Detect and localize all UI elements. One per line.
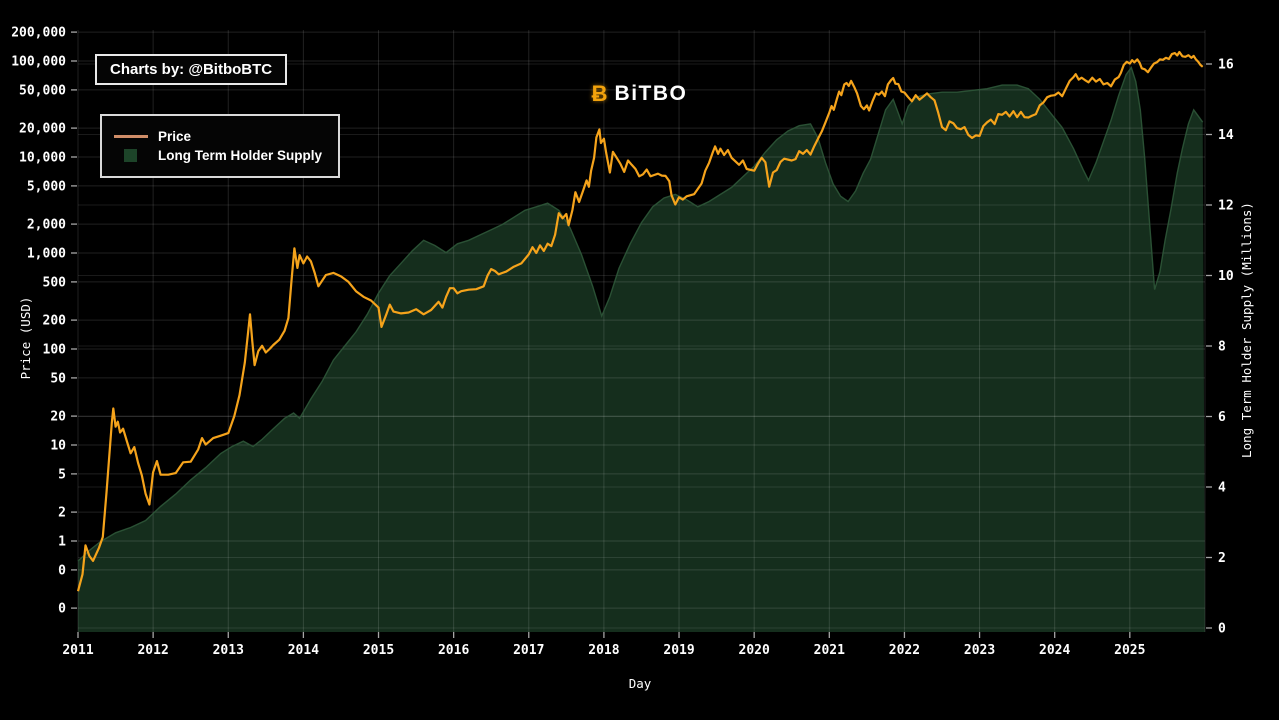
left-tick-label: 200,000 — [11, 26, 66, 41]
left-tick-label: 20 — [50, 410, 66, 425]
x-tick-label: 2025 — [1114, 643, 1145, 658]
left-tick-label: 10,000 — [19, 151, 66, 166]
credit-text: Charts by: @BitboBTC — [110, 61, 273, 78]
x-tick-label: 2023 — [964, 643, 995, 658]
left-tick-label: 100,000 — [11, 55, 66, 70]
right-tick-label: 0 — [1218, 622, 1226, 637]
left-tick-label: 5 — [58, 467, 66, 482]
left-tick-label: 10 — [50, 439, 66, 454]
right-tick-label: 4 — [1218, 481, 1226, 496]
x-tick-label: 2018 — [588, 643, 619, 658]
legend-item-lth-supply[interactable]: Long Term Holder Supply — [114, 148, 326, 163]
left-tick-label: 2,000 — [27, 218, 66, 233]
lth-area-edge-line — [77, 65, 1204, 562]
x-tick-label: 2015 — [363, 643, 394, 658]
x-tick-label: 2016 — [438, 643, 469, 658]
x-tick-label: 2020 — [739, 643, 770, 658]
x-tick-label: 2019 — [663, 643, 694, 658]
axis-labels: 200,000 100,000 50,000 20,000 10,000 5,000 2,0… — [11, 26, 1234, 658]
bitbo-logo: Ƀ BiTBO — [592, 81, 688, 107]
x-tick-label: 2022 — [889, 643, 920, 658]
left-tick-label: 20,000 — [19, 122, 66, 137]
credit-badge: Charts by: @BitboBTC — [95, 54, 288, 85]
left-tick-label: 50 — [50, 371, 66, 386]
right-tick-label: 6 — [1218, 410, 1226, 425]
bitcoin-icon: Ƀ — [591, 81, 608, 106]
right-tick-label: 2 — [1218, 551, 1226, 566]
x-tick-label: 2017 — [513, 643, 544, 658]
legend-item-price[interactable]: Price — [114, 129, 326, 144]
right-tick-label: 10 — [1218, 269, 1234, 284]
x-tick-label: 2011 — [62, 643, 93, 658]
right-tick-label: 8 — [1218, 340, 1226, 355]
price-line-swatch-icon — [114, 135, 148, 138]
x-axis-title: Day — [629, 676, 652, 691]
x-tick-label: 2024 — [1039, 643, 1070, 658]
logo-text: BiTBO — [614, 82, 688, 105]
left-tick-label: 500 — [43, 275, 67, 290]
lth-area-shape — [78, 67, 1205, 632]
lth-supply-area — [78, 67, 1205, 632]
left-tick-label: 0 — [58, 602, 66, 617]
left-tick-label: 1 — [58, 535, 66, 550]
x-tick-label: 2012 — [137, 643, 168, 658]
legend: Price Long Term Holder Supply — [100, 114, 340, 178]
left-tick-label: 50,000 — [19, 83, 66, 98]
right-axis-title: Long Term Holder Supply (Millions) — [1239, 202, 1254, 458]
left-tick-label: 200 — [43, 314, 67, 329]
left-tick-label: 100 — [43, 343, 67, 358]
left-tick-label: 2 — [58, 506, 66, 521]
lth-supply-swatch-icon — [124, 149, 137, 162]
x-tick-label: 2013 — [213, 643, 244, 658]
x-tick-label: 2014 — [288, 643, 319, 658]
legend-lth-supply-label: Long Term Holder Supply — [158, 148, 323, 163]
left-axis-title: Price (USD) — [18, 297, 33, 380]
right-tick-label: 14 — [1218, 128, 1234, 143]
price-line-path — [76, 50, 1204, 592]
left-tick-label: 5,000 — [27, 179, 66, 194]
legend-price-label: Price — [158, 129, 192, 144]
left-tick-label: 0 — [58, 563, 66, 578]
axis-ticks — [71, 31, 1212, 638]
left-tick-label: 1,000 — [27, 247, 66, 262]
price-line — [76, 50, 1204, 592]
lth-supply-area-edge — [77, 65, 1204, 562]
grid-lines — [77, 30, 1206, 632]
right-tick-label: 16 — [1218, 58, 1234, 73]
right-tick-label: 12 — [1218, 199, 1234, 214]
x-tick-label: 2021 — [814, 643, 845, 658]
